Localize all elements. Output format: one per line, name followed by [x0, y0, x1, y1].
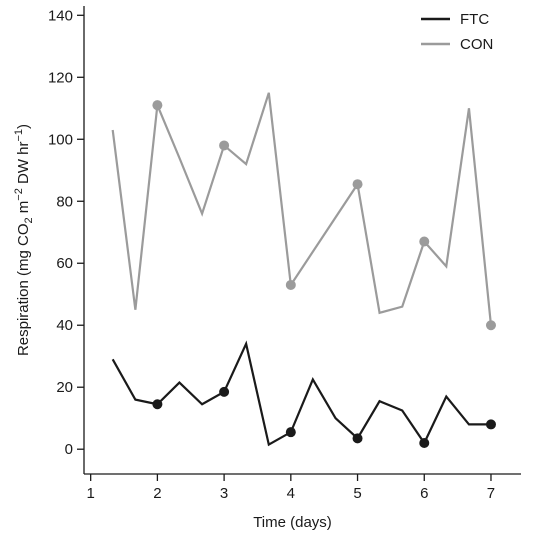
data-point-con — [219, 140, 230, 151]
x-tick-label: 3 — [220, 485, 228, 502]
y-tick-label: 80 — [56, 193, 73, 210]
y-tick-label: 40 — [56, 317, 73, 334]
y-axis-title: Respiration (mg CO2 m−2 DW hr−1) — [13, 124, 35, 356]
x-tick-label: 2 — [153, 485, 161, 502]
y-tick-label: 120 — [48, 69, 73, 86]
data-point-con — [419, 236, 430, 247]
y-tick-label: 140 — [48, 7, 73, 24]
x-tick-label: 1 — [86, 485, 94, 502]
x-tick-label: 5 — [353, 485, 361, 502]
axes: 0 20 40 60 80 100 120 140 1 2 3 4 5 6 7 Time (days) Resp… — [13, 6, 521, 531]
y-tick-label: 60 — [56, 255, 73, 272]
data-point-ftc — [152, 399, 163, 410]
data-point-con — [352, 179, 363, 190]
x-tick-label: 7 — [487, 485, 495, 502]
y-tick-label: 100 — [48, 131, 73, 148]
data-point-con — [285, 279, 296, 290]
x-tick-label: 4 — [287, 485, 295, 502]
series-line-con — [111, 92, 493, 326]
y-tick-label: 0 — [65, 441, 73, 458]
y-tick-label: 20 — [56, 379, 73, 396]
data-point-con — [485, 320, 496, 331]
data-point-ftc — [219, 386, 230, 397]
data-point-ftc — [352, 433, 363, 444]
x-axis-title: Time (days) — [253, 514, 332, 531]
plot-area — [111, 92, 496, 449]
data-point-ftc — [419, 438, 430, 449]
legend-label-ftc: FTC — [460, 11, 489, 28]
data-point-ftc — [485, 419, 496, 430]
legend-label-con: CON — [460, 36, 493, 53]
series-line-ftc — [111, 340, 491, 447]
data-point-ftc — [285, 427, 296, 438]
x-tick-label: 6 — [420, 485, 428, 502]
legend: FTC CON — [421, 11, 493, 53]
data-point-con — [152, 100, 163, 111]
